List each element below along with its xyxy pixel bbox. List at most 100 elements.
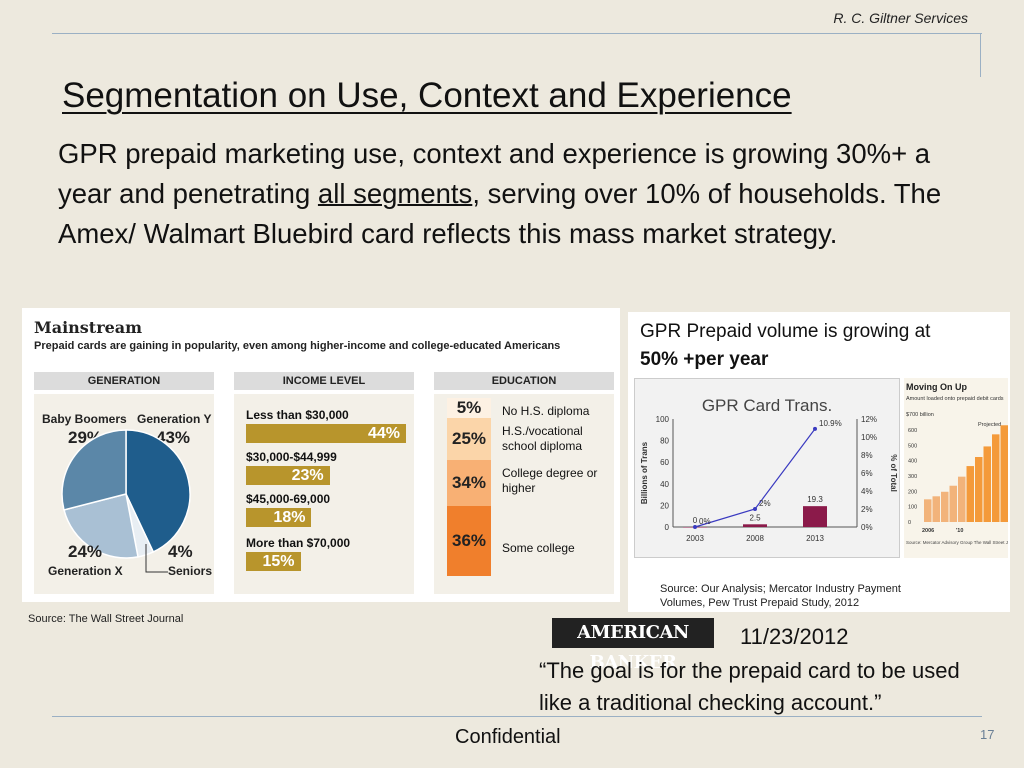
income-bar: 44% xyxy=(246,424,406,443)
inset-bar xyxy=(1000,425,1008,522)
line-point xyxy=(813,426,817,431)
article-date: 11/23/2012 xyxy=(740,624,849,649)
top-divider xyxy=(52,33,982,34)
inset-x-label: '10 xyxy=(956,528,963,534)
bar xyxy=(743,524,767,527)
article-quote: “The goal is for the prepaid card to be … xyxy=(539,658,960,715)
wsj-heading: Mainstream xyxy=(34,318,143,337)
wsj-infographic: Mainstream Prepaid cards are gaining in … xyxy=(22,308,620,602)
inset-source: Source: Mercator Advisory Group The Wall… xyxy=(906,540,1008,545)
income-bar: 23% xyxy=(246,466,330,485)
wsj-source: Source: The Wall Street Journal xyxy=(28,613,184,625)
education-label: College degree or higher xyxy=(502,466,598,495)
line-point-label: 10.9% xyxy=(819,419,842,428)
pie-slice-generation-y xyxy=(125,429,191,553)
inset-y-tick: 300 xyxy=(908,474,917,480)
inset-bar xyxy=(924,499,932,522)
column-head-income: INCOME LEVEL xyxy=(234,372,414,390)
line-point xyxy=(753,507,757,511)
pie-pct-seniors: 4% xyxy=(168,542,193,561)
inset-bar xyxy=(941,491,949,522)
pie-label-seniors: Seniors xyxy=(168,564,213,578)
y-tick-label: 40 xyxy=(660,480,669,489)
x-tick-label: 2013 xyxy=(806,534,824,543)
education-label: Some college xyxy=(502,541,575,555)
y2-tick-label: 6% xyxy=(861,469,873,478)
gpr-panel: GPR Prepaid volume is growing at 50% +pe… xyxy=(628,312,1021,612)
column-head-generation: GENERATION xyxy=(34,372,214,390)
gpr-title-line2: 50% +per year xyxy=(640,349,769,370)
inset-y-tick: 500 xyxy=(908,443,917,449)
education-cell: 25% xyxy=(447,418,491,460)
y2-tick-label: 12% xyxy=(861,415,877,424)
inset-y-tick: 0 xyxy=(908,520,911,526)
y-tick-label: 100 xyxy=(656,415,670,424)
body-text-underlined: all segments xyxy=(317,178,473,209)
moving-on-up-svg: Moving On Up Amount loaded onto prepaid d… xyxy=(906,382,1021,545)
y2-tick-label: 2% xyxy=(861,505,873,514)
inset-y-tick: 200 xyxy=(908,489,917,495)
inset-y-tick: 400 xyxy=(908,459,917,465)
education-cell: 5% xyxy=(447,398,491,418)
generation-pie-chart xyxy=(61,429,191,559)
education-label: No H.S. diploma xyxy=(502,404,590,418)
inset-projected: Projected xyxy=(978,422,1001,428)
inset-bar xyxy=(992,434,1000,522)
company-name: R. C. Giltner Services xyxy=(833,10,968,26)
x-tick-label: 2003 xyxy=(686,534,704,543)
line-point-label: 2% xyxy=(759,499,771,508)
series-line xyxy=(694,428,816,528)
seniors-leader-line xyxy=(145,544,168,573)
bottom-divider xyxy=(52,716,982,717)
body-text-part2: , serving over 10% of households. The Am… xyxy=(58,178,942,249)
y-tick-label: 20 xyxy=(660,501,669,510)
line-point xyxy=(693,525,697,529)
american-banker-logo: AMERICAN BANKER xyxy=(552,618,714,673)
inset-title: Moving On Up xyxy=(906,382,967,392)
confidential-label: Confidential xyxy=(455,726,561,748)
y-tick-label: 80 xyxy=(660,437,669,446)
income-label: Less than $30,000 xyxy=(246,408,349,422)
column-head-education: EDUCATION xyxy=(434,372,614,390)
y2-tick-label: 8% xyxy=(861,451,873,460)
y-tick-label: 60 xyxy=(660,458,669,467)
income-label: $30,000-$44,999 xyxy=(246,450,337,464)
bar-label: 2.5 xyxy=(749,513,761,522)
gpr-source-line2: Volumes, Pew Trust Prepaid Study, 2012 xyxy=(660,597,860,609)
inset-bar xyxy=(958,476,966,522)
gpr-source: Source: Our Analysis; Mercator Industry … xyxy=(660,582,901,610)
y2-axis-label: % of Total xyxy=(889,454,898,492)
gpr-source-line1: Source: Our Analysis; Mercator Industry … xyxy=(660,583,901,595)
inset-y-tick: 100 xyxy=(908,505,917,511)
pie-pct-generation-x: 24% xyxy=(68,542,103,561)
bar-label: 0 xyxy=(693,516,698,525)
moving-on-up-chart: Moving On Up Amount loaded onto prepaid d… xyxy=(904,378,1021,558)
pie-label-generation-x: Generation X xyxy=(48,564,123,578)
pie-label-baby-boomers: Baby Boomers xyxy=(42,412,127,426)
body-paragraph: GPR prepaid marketing use, context and e… xyxy=(58,134,968,254)
inset-unit: $700 billion xyxy=(906,412,934,418)
chart-title: GPR Card Trans. xyxy=(702,396,832,415)
gpr-title-line1: GPR Prepaid volume is growing at xyxy=(640,321,931,342)
bar-label: 19.3 xyxy=(807,495,823,504)
education-label: H.S./vocational school diploma xyxy=(502,424,583,453)
inset-bar xyxy=(966,466,974,522)
inset-y-tick: 600 xyxy=(908,428,917,434)
education-cell: 34% xyxy=(447,460,491,506)
page-number: 17 xyxy=(980,727,995,742)
pie-slice-baby-boomers xyxy=(61,429,127,511)
pie-label-generation-y: Generation Y xyxy=(137,412,212,426)
income-label: $45,000-69,000 xyxy=(246,492,331,506)
education-cell: 36% xyxy=(447,506,491,576)
gpr-chart-box: GPR Card Trans. 0 20 40 60 80 100 0% 2% 4% 6% 8% 10%… xyxy=(634,378,900,558)
inset-bar xyxy=(983,446,991,522)
wsj-subheading: Prepaid cards are gaining in popularity,… xyxy=(34,340,561,352)
y2-tick-label: 10% xyxy=(861,433,877,442)
gpr-title: GPR Prepaid volume is growing at 50% +pe… xyxy=(640,318,930,374)
x-tick-label: 2008 xyxy=(746,534,764,543)
y2-tick-label: 4% xyxy=(861,487,873,496)
y2-tick-label: 0% xyxy=(861,523,873,532)
line-point-label: 0% xyxy=(699,517,711,526)
inset-bar xyxy=(949,485,957,522)
income-label: More than $70,000 xyxy=(246,536,351,550)
